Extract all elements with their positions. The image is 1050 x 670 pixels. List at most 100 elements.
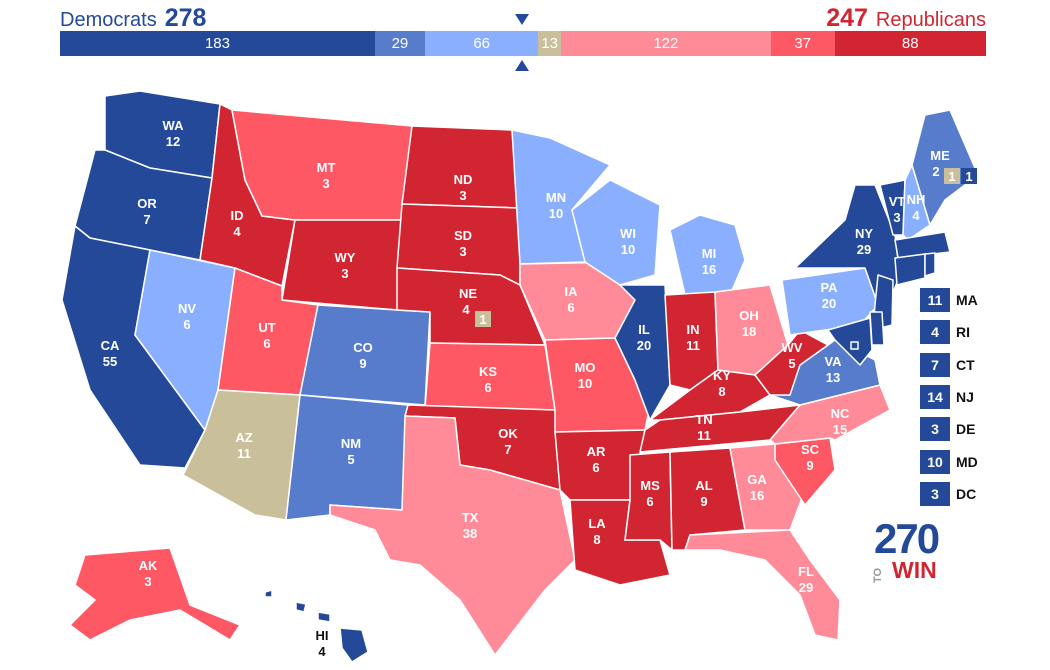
state-MD[interactable] bbox=[827, 317, 873, 366]
state-label-GA: GA bbox=[747, 472, 767, 487]
bar-segment-safe_dem: 183 bbox=[60, 31, 375, 56]
state-label-MN: MN bbox=[546, 190, 566, 205]
state-TX[interactable] bbox=[329, 415, 576, 656]
state-ev-MS: 6 bbox=[646, 494, 653, 509]
state-ev-TN: 11 bbox=[697, 428, 711, 443]
small-state-row-NJ[interactable]: 14 NJ bbox=[920, 384, 1030, 411]
bar-segment-likely_dem: 29 bbox=[374, 31, 425, 56]
state-label-NY: NY bbox=[855, 226, 873, 241]
small-state-abbr-NJ: NJ bbox=[956, 388, 974, 405]
logo-win: WIN bbox=[892, 557, 937, 583]
small-state-abbr-MA: MA bbox=[956, 292, 978, 308]
state-label-OH: OH bbox=[739, 308, 759, 323]
state-ev-NY: 29 bbox=[857, 242, 871, 257]
state-DC[interactable] bbox=[850, 341, 859, 350]
state-ev-WV: 5 bbox=[788, 356, 795, 371]
state-HI[interactable] bbox=[264, 589, 369, 663]
state-ev-IA: 6 bbox=[567, 300, 574, 315]
ne-district-2-value: 1 bbox=[479, 312, 486, 327]
democrats-label: Democrats bbox=[60, 9, 157, 31]
republicans-header: 247 Republicans bbox=[826, 4, 986, 33]
small-state-row-MA[interactable]: 11 MA bbox=[920, 288, 1030, 314]
state-ev-NV: 6 bbox=[183, 317, 190, 332]
me-district-1-box[interactable] bbox=[961, 168, 977, 184]
state-NH[interactable] bbox=[902, 164, 931, 241]
state-ev-NM: 5 bbox=[347, 452, 354, 467]
state-RI[interactable] bbox=[924, 252, 936, 277]
state-label-HI: HI bbox=[316, 628, 329, 643]
small-state-ev-MA[interactable]: 11 bbox=[920, 288, 950, 312]
state-label-SC: SC bbox=[801, 442, 820, 457]
state-ev-WY: 3 bbox=[341, 266, 348, 281]
state-label-KS: KS bbox=[479, 364, 497, 379]
state-ev-LA: 8 bbox=[593, 532, 600, 547]
small-state-ev-DE[interactable]: 3 bbox=[920, 417, 950, 442]
small-state-abbr-CT: CT bbox=[956, 356, 975, 373]
state-FL[interactable] bbox=[684, 529, 841, 641]
state-label-WA: WA bbox=[163, 118, 185, 133]
state-label-UT: UT bbox=[258, 320, 275, 335]
me-district-2-box[interactable] bbox=[944, 168, 960, 184]
state-label-CA: CA bbox=[101, 338, 120, 353]
me-district-2-value: 1 bbox=[948, 169, 955, 184]
democrats-header: Democrats 278 bbox=[60, 4, 206, 33]
state-ev-SD: 3 bbox=[459, 244, 466, 259]
small-state-ev-CT[interactable]: 7 bbox=[920, 352, 950, 377]
small-state-row-MD[interactable]: 10 MD bbox=[920, 449, 1030, 476]
state-label-MS: MS bbox=[640, 478, 660, 493]
state-ev-OR: 7 bbox=[143, 212, 150, 227]
state-ME[interactable] bbox=[911, 109, 979, 226]
small-state-ev-DC[interactable]: 3 bbox=[920, 481, 950, 506]
state-label-ND: ND bbox=[454, 172, 473, 187]
small-state-ev-NJ[interactable]: 14 bbox=[920, 384, 950, 409]
state-WY[interactable] bbox=[281, 219, 403, 311]
state-WV[interactable] bbox=[754, 329, 829, 396]
state-ev-MI: 16 bbox=[702, 262, 716, 277]
state-label-NV: NV bbox=[178, 301, 196, 316]
state-label-MT: MT bbox=[317, 160, 336, 175]
state-label-VA: VA bbox=[824, 354, 842, 369]
state-label-VT: VT bbox=[889, 194, 906, 209]
state-ev-FL: 29 bbox=[799, 580, 813, 595]
electoral-vote-bar: 183 29 66 13 122 37 88 bbox=[60, 31, 986, 56]
270towin-logo[interactable]: 270 TO WIN bbox=[870, 515, 950, 585]
state-label-IN: IN bbox=[687, 322, 700, 337]
small-state-ev-RI[interactable]: 4 bbox=[920, 320, 950, 345]
state-ev-IN: 11 bbox=[686, 338, 700, 353]
state-ev-AR: 6 bbox=[592, 460, 599, 475]
state-ev-TX: 38 bbox=[463, 526, 477, 541]
state-ev-SC: 9 bbox=[806, 458, 813, 473]
small-state-row-DC[interactable]: 3 DC bbox=[920, 481, 1030, 508]
state-label-KY: KY bbox=[713, 368, 731, 383]
state-ev-KS: 6 bbox=[484, 380, 491, 395]
270-marker-bottom-icon bbox=[515, 60, 529, 71]
state-label-FL: FL bbox=[798, 564, 814, 579]
state-WI[interactable] bbox=[571, 179, 661, 286]
logo-to: TO bbox=[872, 567, 884, 583]
state-ev-AZ: 11 bbox=[237, 446, 251, 461]
state-AK[interactable] bbox=[69, 547, 241, 641]
state-ev-HI: 4 bbox=[318, 644, 326, 659]
state-ev-MO: 10 bbox=[578, 376, 592, 391]
state-label-IA: IA bbox=[565, 284, 579, 299]
state-label-LA: LA bbox=[588, 516, 606, 531]
state-ev-KY: 8 bbox=[718, 384, 725, 399]
state-MA[interactable] bbox=[894, 231, 951, 259]
logo-number: 270 bbox=[874, 515, 940, 562]
small-state-abbr-DC: DC bbox=[956, 485, 977, 502]
state-label-AL: AL bbox=[695, 478, 712, 493]
state-ev-IL: 20 bbox=[637, 338, 651, 353]
small-state-row-DE[interactable]: 3 DE bbox=[920, 417, 1030, 443]
state-CT[interactable] bbox=[894, 253, 926, 286]
state-label-MI: MI bbox=[702, 246, 716, 261]
small-state-row-CT[interactable]: 7 CT bbox=[920, 352, 1030, 379]
ne-district-2-box[interactable] bbox=[475, 311, 491, 327]
state-PA[interactable] bbox=[781, 267, 879, 336]
state-label-PA: PA bbox=[820, 280, 838, 295]
state-ev-CO: 9 bbox=[359, 356, 366, 371]
270-marker-top-icon bbox=[515, 14, 529, 25]
small-state-ev-MD[interactable]: 10 bbox=[920, 449, 950, 474]
small-state-row-RI[interactable]: 4 RI bbox=[920, 320, 1030, 346]
state-CO[interactable] bbox=[299, 304, 431, 406]
state-ev-VT: 3 bbox=[893, 210, 900, 225]
